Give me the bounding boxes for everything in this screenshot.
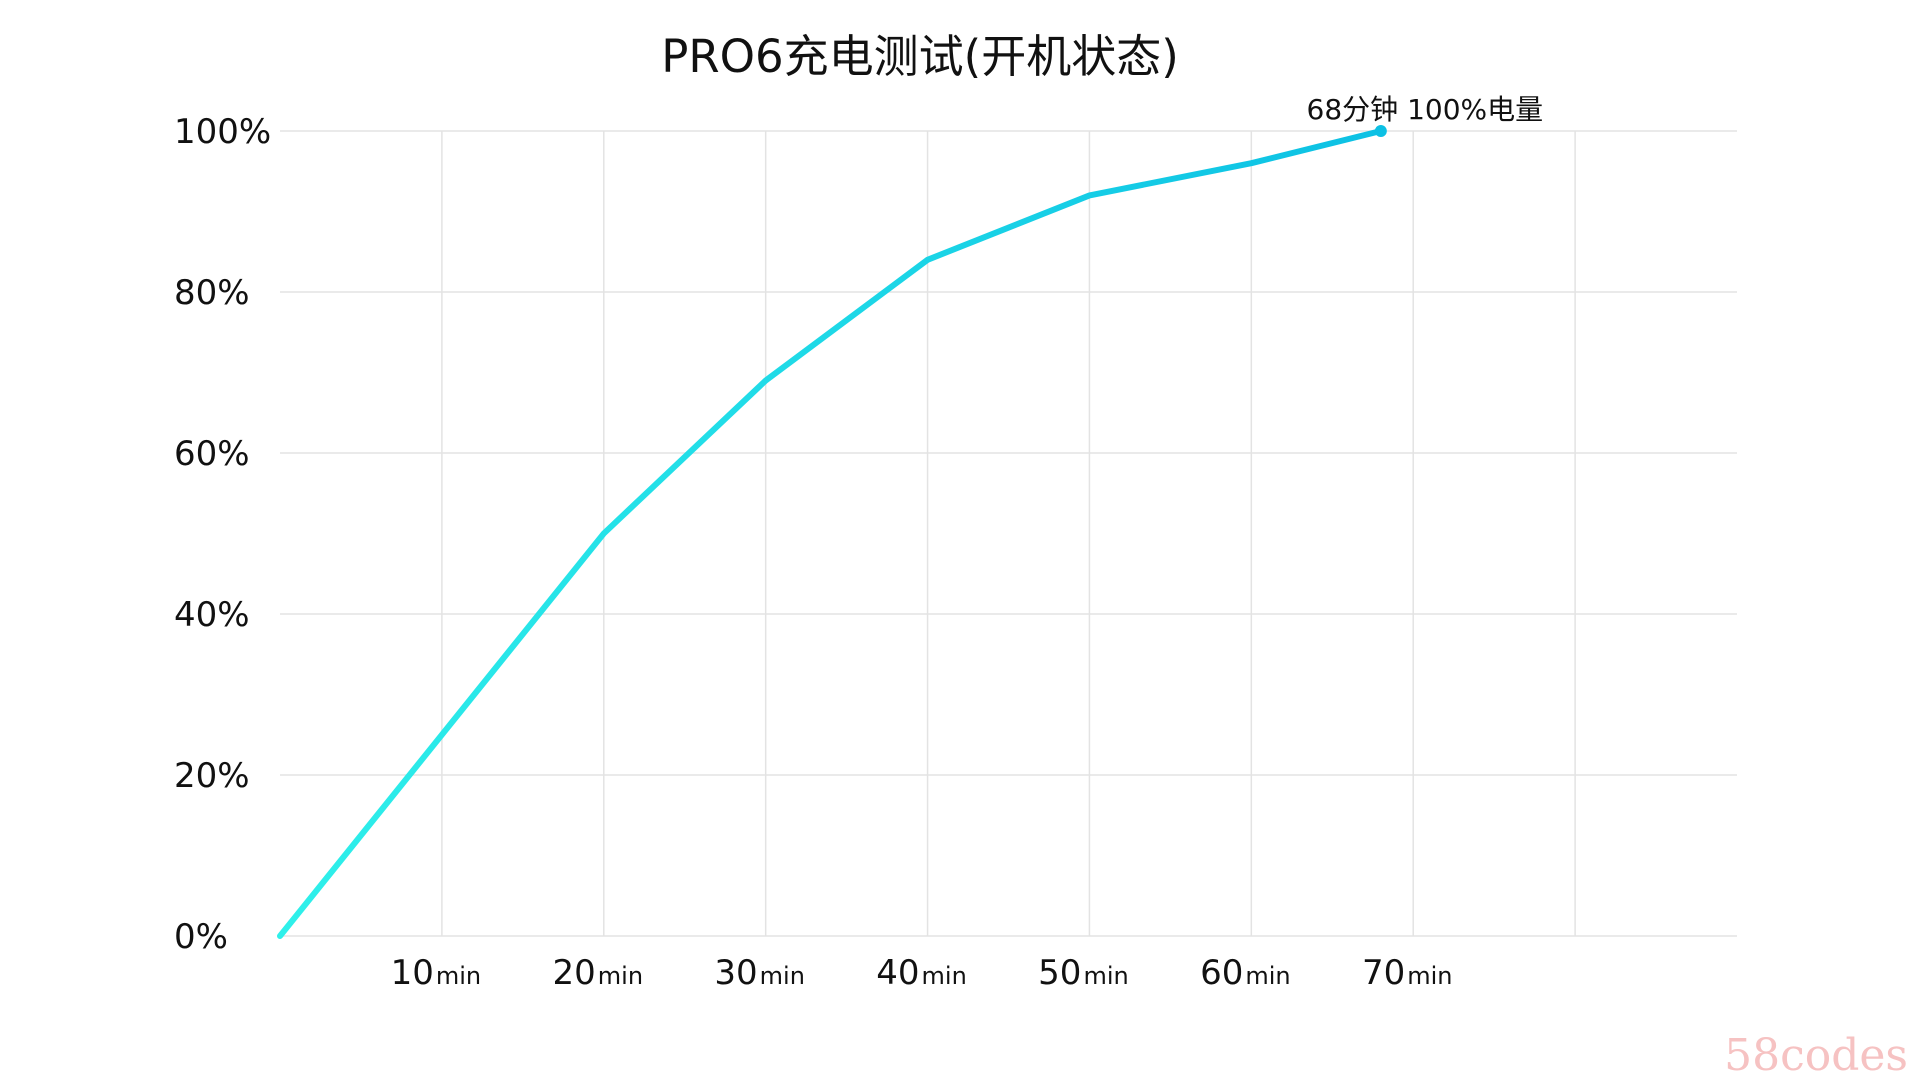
y-tick-label: 20% [174, 756, 250, 796]
x-tick-label: 70min [1362, 953, 1453, 993]
series-line [277, 128, 1384, 939]
x-tick-label: 40min [876, 953, 967, 993]
data-point [277, 933, 283, 939]
x-axis-tick-labels: 10min 20min 30min 40min 50min 60min 70min [391, 953, 1453, 993]
x-tick-label: 20min [553, 953, 644, 993]
annotation-label: 68分钟 100%电量 [1307, 93, 1544, 126]
data-point [439, 732, 445, 738]
chart-title: PRO6充电测试(开机状态) [661, 30, 1179, 83]
x-tick-label: 10min [391, 953, 482, 993]
y-tick-label: 0% [174, 917, 228, 957]
y-tick-label: 80% [174, 273, 250, 313]
annotation-layer: 68分钟 100%电量 [1307, 93, 1544, 137]
data-point [763, 378, 769, 384]
watermark: 58codes [1724, 1030, 1908, 1080]
data-point [1086, 192, 1092, 198]
y-axis-tick-labels: 0% 20% 40% 60% 80% 100% [174, 112, 271, 957]
end-point-marker [1374, 125, 1387, 137]
data-point [1248, 160, 1254, 166]
x-tick-label: 60min [1200, 953, 1291, 993]
y-tick-label: 40% [174, 595, 250, 635]
data-point [925, 257, 931, 263]
x-tick-label: 30min [714, 953, 805, 993]
series-layer [277, 128, 1384, 939]
x-tick-label: 50min [1038, 953, 1129, 993]
y-tick-label: 100% [174, 112, 271, 152]
grid-layer [280, 130, 1737, 937]
y-tick-label: 60% [174, 434, 250, 474]
data-point [601, 531, 607, 537]
